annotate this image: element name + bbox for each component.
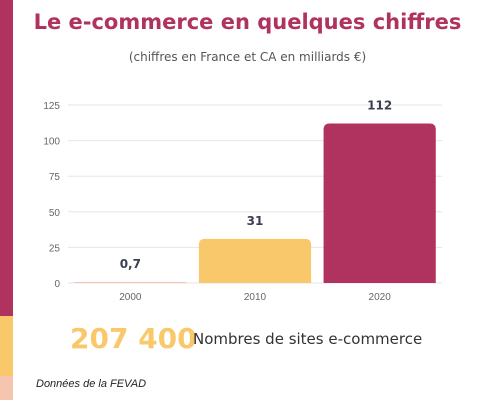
- bar-value-label: 112: [367, 99, 392, 113]
- x-tick-label: 2010: [244, 292, 267, 303]
- bar-layer: [74, 123, 436, 284]
- y-tick-label: 0: [54, 279, 60, 290]
- x-tick-label: 2020: [369, 292, 392, 303]
- yellow-stripe: [0, 316, 13, 376]
- y-tick-label: 50: [49, 208, 61, 219]
- bar-2010: [198, 238, 312, 283]
- y-tick-label: 75: [49, 172, 61, 183]
- bar-value-label: 31: [247, 214, 264, 228]
- peach-stripe: [0, 376, 13, 400]
- label-layer: 0 25 50 75 100 125 0,7 2000 31 2010 112 2020: [43, 99, 392, 303]
- stat-value: 207 400: [70, 322, 197, 355]
- y-tick-label: 100: [43, 137, 60, 148]
- chart-subtitle: (chiffres en France et CA en milliards €…: [128, 50, 367, 64]
- y-tick-label: 25: [49, 243, 61, 254]
- x-tick-label: 2000: [119, 292, 142, 303]
- stat-label: Nombres de sites e-commerce: [193, 330, 423, 348]
- y-tick-label: 125: [43, 101, 60, 112]
- source-note: Données de la FEVAD: [36, 378, 147, 390]
- crimson-stripe: [0, 0, 13, 316]
- bar-2000: [74, 282, 187, 283]
- bar-value-label: 0,7: [120, 257, 141, 271]
- bar-2020: [323, 123, 436, 284]
- chart-title: Le e-commerce en quelques chiffres: [33, 10, 462, 34]
- bar-chart: 0 25 50 75 100 125 0,7 2000 31 2010 112 2020: [43, 99, 442, 303]
